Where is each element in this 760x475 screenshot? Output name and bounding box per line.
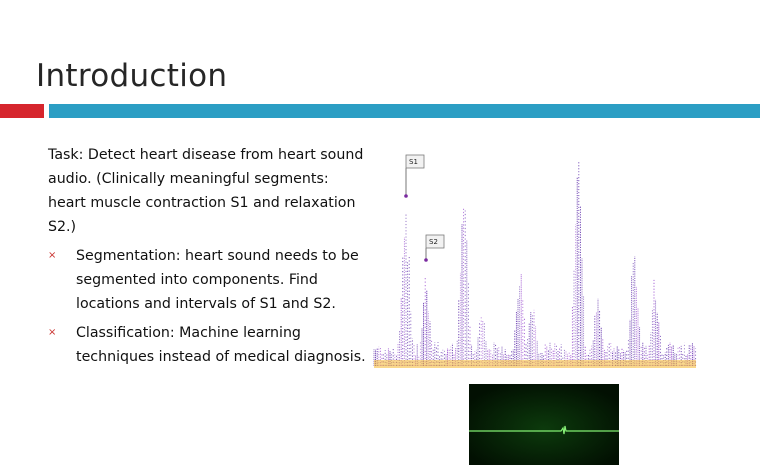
accent-bar-blue	[49, 104, 760, 118]
s1-label: S1	[409, 158, 418, 166]
bullet-text: Classification: Machine learning techniq…	[76, 325, 366, 365]
heart-sound-spectrogram: S1 S2	[373, 154, 697, 368]
bullet-text: Segmentation: heart sound needs to be se…	[76, 248, 359, 312]
bullet-item-classification: × Classification: Machine learning techn…	[48, 321, 366, 369]
accent-bar-red	[0, 104, 44, 118]
bullet-item-segmentation: × Segmentation: heart sound needs to be …	[48, 244, 366, 316]
bullet-x-icon: ×	[48, 327, 57, 338]
intro-paragraph: Task: Detect heart disease from heart so…	[48, 147, 364, 235]
s2-label-tag: S2	[424, 234, 445, 262]
s1-label-tag: S1	[404, 154, 425, 198]
slide-title: Introduction	[36, 58, 228, 94]
ecg-monitor-image	[469, 384, 619, 465]
bullet-x-icon: ×	[48, 250, 57, 261]
content-text: Task: Detect heart disease from heart so…	[48, 143, 366, 374]
s2-label: S2	[429, 238, 438, 246]
